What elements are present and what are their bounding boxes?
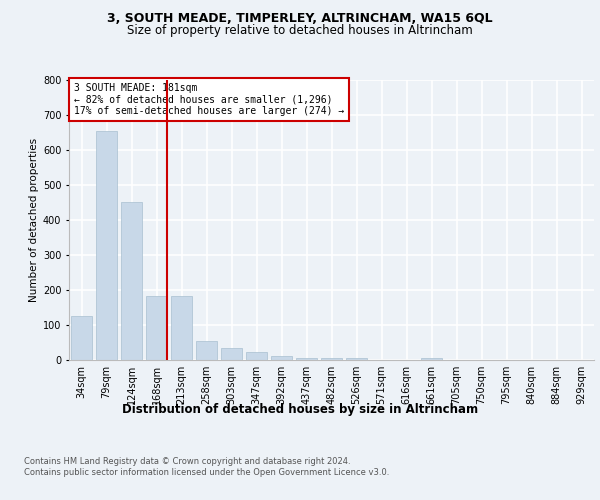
Bar bbox=[71, 316, 92, 360]
Bar bbox=[296, 358, 317, 360]
Bar bbox=[171, 296, 192, 360]
Bar bbox=[246, 352, 267, 360]
Bar bbox=[121, 202, 142, 360]
Text: Contains HM Land Registry data © Crown copyright and database right 2024.
Contai: Contains HM Land Registry data © Crown c… bbox=[24, 458, 389, 477]
Bar bbox=[271, 356, 292, 360]
Y-axis label: Number of detached properties: Number of detached properties bbox=[29, 138, 38, 302]
Bar bbox=[346, 358, 367, 360]
Bar bbox=[96, 130, 117, 360]
Bar bbox=[146, 296, 167, 360]
Bar bbox=[421, 358, 442, 360]
Text: Distribution of detached houses by size in Altrincham: Distribution of detached houses by size … bbox=[122, 402, 478, 415]
Bar bbox=[196, 341, 217, 360]
Text: Size of property relative to detached houses in Altrincham: Size of property relative to detached ho… bbox=[127, 24, 473, 37]
Bar bbox=[321, 358, 342, 360]
Bar bbox=[221, 348, 242, 360]
Text: 3, SOUTH MEADE, TIMPERLEY, ALTRINCHAM, WA15 6QL: 3, SOUTH MEADE, TIMPERLEY, ALTRINCHAM, W… bbox=[107, 12, 493, 26]
Text: 3 SOUTH MEADE: 181sqm
← 82% of detached houses are smaller (1,296)
17% of semi-d: 3 SOUTH MEADE: 181sqm ← 82% of detached … bbox=[74, 83, 344, 116]
